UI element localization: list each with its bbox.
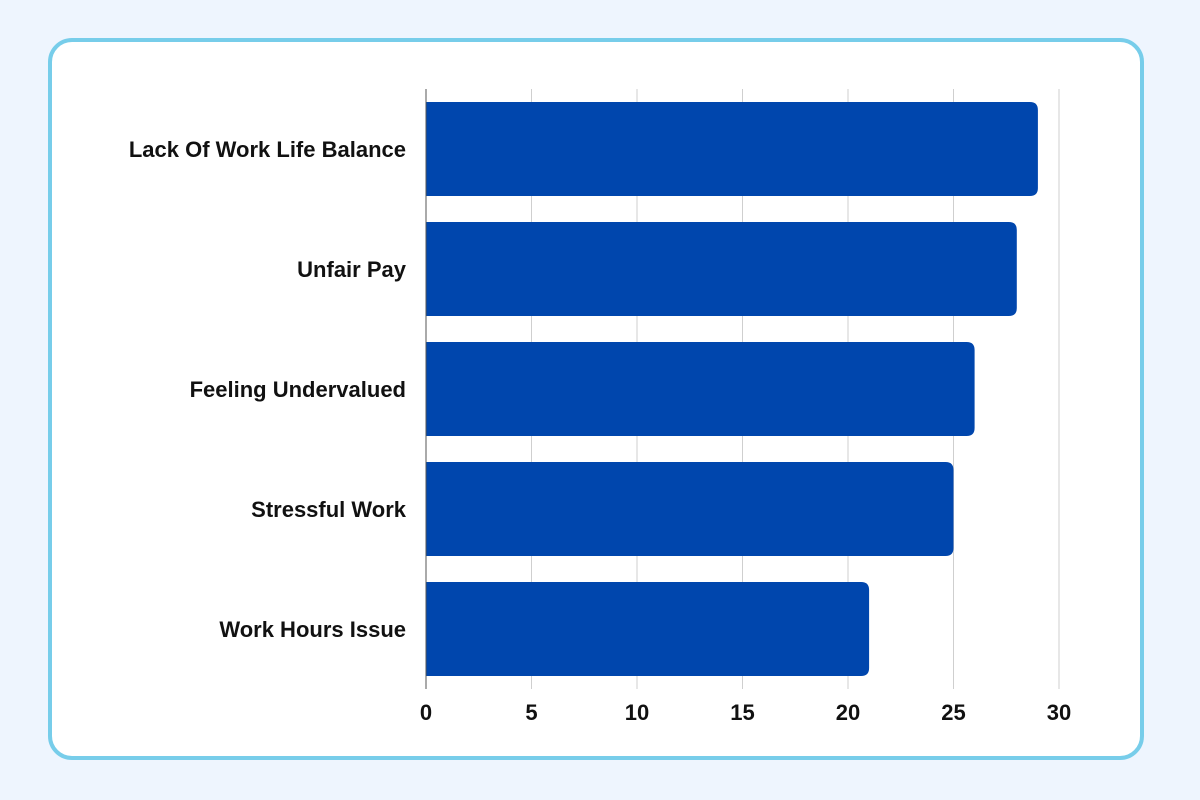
category-label: Feeling Undervalued xyxy=(190,377,406,402)
x-tick-label: 10 xyxy=(625,700,649,725)
bars xyxy=(426,102,1038,676)
bar xyxy=(426,222,1017,316)
category-label: Work Hours Issue xyxy=(219,617,406,642)
category-label: Unfair Pay xyxy=(297,257,407,282)
bar xyxy=(426,462,954,556)
category-labels: Lack Of Work Life Balance Unfair Pay Feeli… xyxy=(129,137,407,642)
x-tick-label: 5 xyxy=(525,700,537,725)
x-tick-label: 20 xyxy=(836,700,860,725)
bar xyxy=(426,582,870,676)
x-tick-label: 0 xyxy=(420,700,432,725)
x-tick-label: 15 xyxy=(730,700,754,725)
x-tick-label: 25 xyxy=(941,700,965,725)
bar xyxy=(426,102,1038,196)
x-tick-label: 30 xyxy=(1047,700,1071,725)
bar xyxy=(426,342,975,436)
category-label: Stressful Work xyxy=(251,497,407,522)
category-label: Lack Of Work Life Balance xyxy=(129,137,406,162)
x-tick-labels: 0 5 10 15 20 25 30 xyxy=(420,700,1071,725)
